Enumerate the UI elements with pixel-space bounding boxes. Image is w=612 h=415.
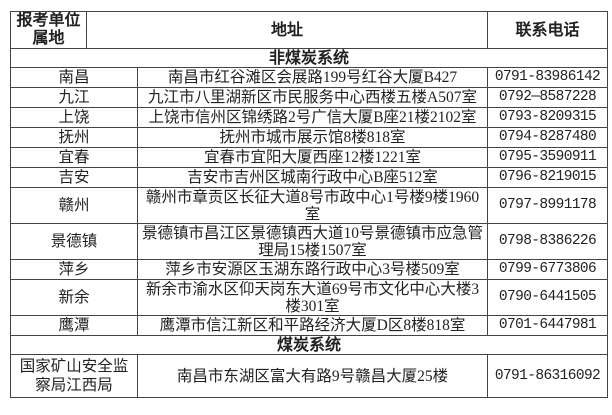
table-row: 赣州 赣州市章贡区长征大道8号市政中心1号楼9楼1960室 0797-8991178	[10, 187, 609, 224]
section-row: 非煤炭系统	[9, 48, 609, 68]
table-row: 国家矿山安全监察局江西局 南昌市东湖区富大有路9号赣昌大厦25楼 0791-86…	[10, 354, 609, 398]
unit-cell: 九江	[10, 87, 138, 108]
address-cell: 南昌市东湖区富大有路9号赣昌大厦25楼	[136, 354, 489, 398]
table-row: 吉安 吉安市吉州区城南行政中心B座512室 0796-8219015	[10, 167, 609, 188]
unit-cell: 萍乡	[10, 259, 138, 280]
unit-cell: 新余	[10, 279, 138, 316]
table-row: 南昌 南昌市红谷滩区会展路199号红谷大厦B427 0791-83986142	[10, 67, 609, 88]
table-row: 鹰潭 鹰潭市信江新区和平路经济大厦D区8楼818室 0701-6447981	[10, 315, 609, 336]
section-row: 煤炭系统	[9, 335, 609, 355]
unit-cell: 吉安	[10, 167, 138, 188]
table-row: 萍乡 萍乡市安源区玉湖东路行政中心3号楼509室 0799-6773806	[10, 259, 609, 280]
header-phone: 联系电话	[487, 11, 609, 49]
table-row: 景德镇 景德镇市昌江区景德镇西大道10号景德镇市应急管理局15楼1507室 0798…	[10, 223, 609, 260]
address-cell: 鹰潭市信江新区和平路经济大厦D区8楼818室	[136, 315, 489, 336]
section-coal: 煤炭系统	[9, 335, 609, 355]
phone-cell: 0791-83986142	[487, 67, 609, 88]
address-cell: 抚州市城市展示馆8楼818室	[136, 127, 489, 148]
unit-cell: 景德镇	[10, 223, 138, 260]
phone-cell: 0701-6447981	[487, 315, 609, 336]
header-address: 地址	[85, 11, 489, 49]
address-cell: 吉安市吉州区城南行政中心B座512室	[136, 167, 489, 188]
phone-cell: 0798-8386226	[487, 223, 609, 260]
phone-cell: 0795-3590911	[487, 147, 609, 168]
address-cell: 宜春市宜阳大厦西座12楼1221室	[136, 147, 489, 168]
unit-cell: 鹰潭	[10, 315, 138, 336]
unit-cell: 抚州	[10, 127, 138, 148]
phone-cell: 0794-8287480	[487, 127, 609, 148]
header-unit: 报考单位属地	[10, 11, 87, 49]
table-row: 上饶 上饶市信州区锦绣路2号广信大厦B座21楼2102室 0793-8209315	[10, 107, 609, 128]
phone-cell: 0799-6773806	[487, 259, 609, 280]
address-cell: 景德镇市昌江区景德镇西大道10号景德镇市应急管理局15楼1507室	[136, 223, 489, 260]
address-cell: 南昌市红谷滩区会展路199号红谷大厦B427	[136, 67, 489, 88]
contact-table: 报考单位属地 地址 联系电话 非煤炭系统 南昌 南昌市红谷滩区会展路199号红谷大…	[9, 11, 609, 398]
address-cell: 上饶市信州区锦绣路2号广信大厦B座21楼2102室	[136, 107, 489, 128]
address-cell: 九江市八里湖新区市民服务中心西楼五楼A507室	[136, 87, 489, 108]
phone-cell: 0796-8219015	[487, 167, 609, 188]
phone-cell: 0793-8209315	[487, 107, 609, 128]
unit-cell: 赣州	[10, 187, 138, 224]
phone-cell: 0797-8991178	[487, 187, 609, 224]
address-cell: 萍乡市安源区玉湖东路行政中心3号楼509室	[136, 259, 489, 280]
address-cell: 新余市渝水区仰天岗东大道69号市文化中心大楼3楼301室	[136, 279, 489, 316]
phone-cell: 0790-6441505	[487, 279, 609, 316]
unit-cell: 国家矿山安全监察局江西局	[10, 354, 138, 398]
table-row: 宜春 宜春市宜阳大厦西座12楼1221室 0795-3590911	[10, 147, 609, 168]
section-non-coal: 非煤炭系统	[9, 48, 609, 68]
header-row: 报考单位属地 地址 联系电话	[10, 11, 609, 49]
phone-cell: 0791-86316092	[487, 354, 609, 398]
phone-cell: 0792—8587228	[487, 87, 609, 108]
address-cell: 赣州市章贡区长征大道8号市政中心1号楼9楼1960室	[136, 187, 489, 224]
unit-cell: 南昌	[10, 67, 138, 88]
unit-cell: 宜春	[10, 147, 138, 168]
table-row: 新余 新余市渝水区仰天岗东大道69号市文化中心大楼3楼301室 0790-64415…	[10, 279, 609, 316]
table-row: 抚州 抚州市城市展示馆8楼818室 0794-8287480	[10, 127, 609, 148]
unit-cell: 上饶	[10, 107, 138, 128]
table-row: 九江 九江市八里湖新区市民服务中心西楼五楼A507室 0792—8587228	[10, 87, 609, 108]
